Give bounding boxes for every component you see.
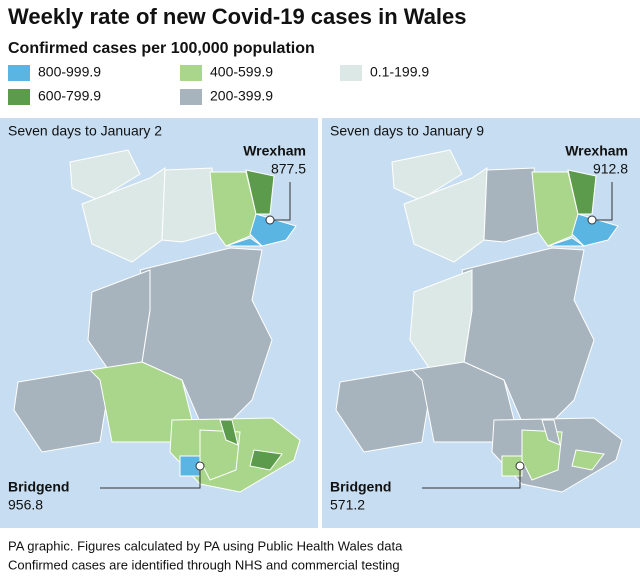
region xyxy=(567,169,597,215)
place-value: 877.5 xyxy=(271,161,306,177)
region xyxy=(483,167,541,243)
leader-line xyxy=(270,182,291,221)
legend-label: 400-599.9 xyxy=(210,64,273,80)
region xyxy=(249,449,283,471)
place-label: Wrexham xyxy=(565,143,628,159)
location-dot xyxy=(195,461,205,471)
title: Weekly rate of new Covid-19 cases in Wal… xyxy=(8,4,467,29)
region xyxy=(69,149,141,201)
panel-title: Seven days to January 2 xyxy=(8,123,162,139)
legend-swatch xyxy=(8,65,30,81)
place-value: 912.8 xyxy=(593,161,628,177)
footer-note: PA graphic. Figures calculated by PA usi… xyxy=(8,538,403,553)
legend-title: Confirmed cases per 100,000 population xyxy=(8,40,315,57)
legend-swatch xyxy=(340,65,362,81)
region xyxy=(501,455,523,477)
legend-swatch xyxy=(180,89,202,105)
legend-swatch xyxy=(8,89,30,105)
region xyxy=(161,167,219,243)
region xyxy=(547,237,586,247)
region xyxy=(541,419,561,446)
place-value: 956.8 xyxy=(8,497,43,513)
leader-line xyxy=(100,466,201,489)
region xyxy=(571,213,619,247)
place-label: Bridgend xyxy=(330,479,391,495)
panel-title: Seven days to January 9 xyxy=(330,123,484,139)
region xyxy=(245,169,275,215)
region xyxy=(391,149,463,201)
region xyxy=(249,213,297,247)
legend-label: 200-399.9 xyxy=(210,88,273,104)
location-dot xyxy=(515,461,525,471)
location-dot xyxy=(587,215,597,225)
location-dot xyxy=(265,215,275,225)
region xyxy=(225,237,264,247)
leader-line xyxy=(592,182,613,221)
place-label: Bridgend xyxy=(8,479,69,495)
legend-label: 800-999.9 xyxy=(38,64,101,80)
leader-line xyxy=(422,466,521,489)
region xyxy=(571,449,605,471)
legend-label: 600-799.9 xyxy=(38,88,101,104)
place-value: 571.2 xyxy=(330,497,365,513)
region xyxy=(219,419,239,446)
legend-label: 0.1-199.9 xyxy=(370,64,429,80)
place-label: Wrexham xyxy=(243,143,306,159)
legend-swatch xyxy=(180,65,202,81)
footer-note: Confirmed cases are identified through N… xyxy=(8,557,400,572)
